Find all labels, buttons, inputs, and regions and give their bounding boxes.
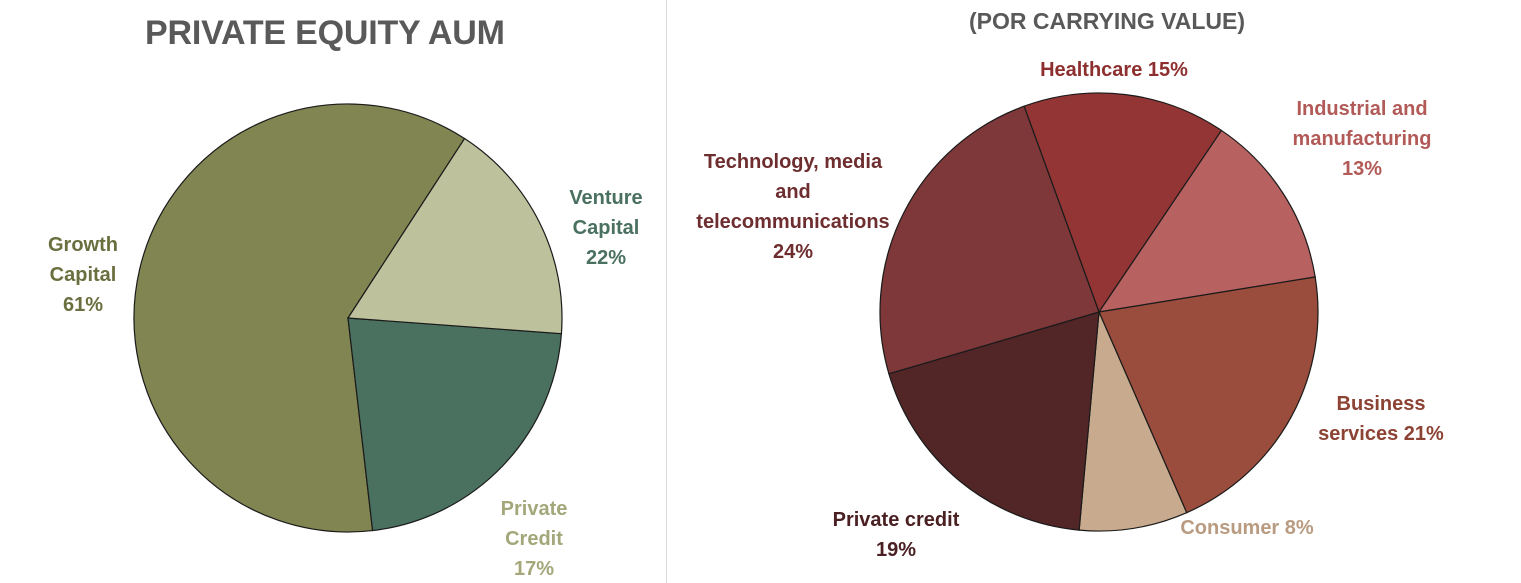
pie-slice-private-credit — [888, 311, 1100, 531]
left-pie-chart: Growth Capital 61% Venture Capital 22% Private… — [48, 103, 643, 580]
right-chart-panel: (POR CARRYING VALUE) Healthcare 15% Indus… — [667, 0, 1521, 583]
data-label-venture-capital: Venture Capital 22% — [569, 187, 642, 269]
data-label-consumer: Consumer 8% — [1180, 517, 1314, 539]
left-chart-panel: PRIVATE EQUITY AUM Growth Capital 61% Ventu… — [0, 0, 666, 583]
right-chart-title: (POR CARRYING VALUE) — [969, 8, 1245, 34]
data-label-technology-media-and-telecommunications: Technology, media and telecommunications 24… — [696, 151, 889, 263]
pie-slice-consumer — [1078, 311, 1188, 532]
data-label-industrial-and-manufacturing: Industrial and manufacturing 13% — [1293, 98, 1432, 180]
pie-slice-industrial-and-manufacturing — [1097, 129, 1316, 313]
left-chart-title: PRIVATE EQUITY AUM — [145, 14, 505, 52]
data-label-healthcare: Healthcare 15% — [1040, 59, 1188, 81]
data-label-private-credit: Private Credit 17% — [501, 498, 568, 580]
pie-slice-technology-media-and-telecommunications — [879, 105, 1100, 375]
pie-slice-business-services — [1098, 276, 1319, 514]
pie-slice-growth-capital — [133, 103, 466, 533]
panel-divider — [666, 0, 667, 583]
data-label-business-services: Business services 21% — [1318, 393, 1444, 445]
pie-slice-venture-capital — [347, 317, 563, 532]
pie-slice-private-credit — [346, 137, 563, 335]
data-label-private-credit: Private credit 19% — [833, 509, 960, 561]
right-pie-chart: Healthcare 15% Industrial and manufacturin… — [696, 59, 1444, 561]
pie-slice-healthcare — [1023, 92, 1223, 314]
data-label-growth-capital: Growth Capital 61% — [48, 234, 118, 316]
